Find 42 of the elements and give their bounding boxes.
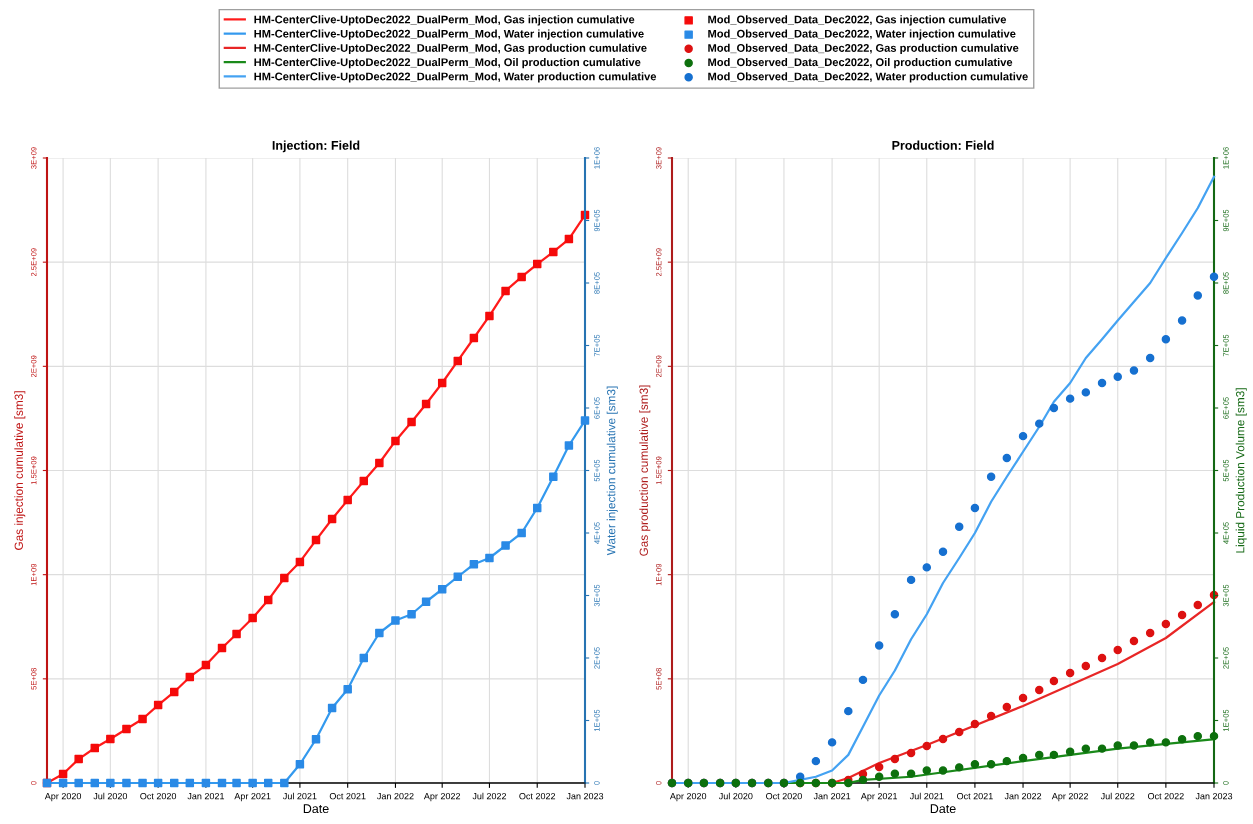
x-axis-title: Date	[303, 804, 329, 814]
x-tick-label: Oct 2021	[957, 792, 993, 800]
x-tick-label: Apr 2021	[860, 792, 898, 802]
legend-label: Mod_Observed_Data_Dec2022, Gas production cumulative	[708, 43, 1019, 55]
x-tick-label: Jul 2021	[282, 792, 317, 800]
x-tick-label: Jul 2022	[1100, 792, 1135, 800]
y-axis-title: Gas production cumulative [sm3]	[639, 385, 651, 556]
x-tick-label: Oct 2022	[519, 792, 556, 800]
legend-label: Mod_Observed_Data_Dec2022, Water injection cumulative	[708, 29, 1016, 40]
x-tick-label: Oct 2021	[329, 792, 366, 800]
x-tick-label: Jan 2022	[1004, 792, 1042, 800]
y-axis-title: Gas injection cumulative [sm3]	[14, 391, 26, 550]
x-axis-title: Date	[930, 804, 956, 814]
x-tick-label: Jan 2023	[1195, 792, 1233, 800]
x-tick-label: Jul 2020	[93, 792, 128, 800]
chart-title: Production: Field	[892, 140, 994, 150]
legend-label: Mod_Observed_Data_Dec2022, Oil production cumulative	[708, 57, 1013, 69]
x-tick-label: Jul 2022	[472, 792, 507, 800]
x-tick-label: Apr 2020	[669, 792, 707, 802]
x-tick-label: Jan 2021	[813, 792, 851, 800]
legend-label: HM-CenterClive-UptoDec2022_DualPerm_Mod, Oil production cumulative	[254, 57, 641, 69]
legend-label: Mod_Observed_Data_Dec2022, Gas injection cumulative	[708, 15, 1007, 26]
legend-label: HM-CenterClive-UptoDec2022_DualPerm_Mod, Water production cumulative	[254, 72, 657, 83]
x-tick-label: Jan 2023	[566, 792, 604, 800]
chart-title: Injection: Field	[272, 140, 360, 153]
legend-label: HM-CenterClive-UptoDec2022_DualPerm_Mod, Water injection cumulative	[254, 29, 644, 40]
x-tick-label: Jan 2022	[377, 792, 414, 800]
x-tick-label: Apr 2020	[44, 792, 82, 802]
x-tick-label: Jul 2020	[718, 792, 753, 800]
x-tick-label: Oct 2020	[766, 792, 802, 800]
legend-label: HM-CenterClive-UptoDec2022_DualPerm_Mod, Gas production cumulative	[254, 43, 647, 55]
x-tick-label: Jul 2021	[909, 792, 944, 800]
x-tick-label: Oct 2020	[140, 792, 177, 800]
y2-axis-title: Liquid Production Volume [sm3]	[1235, 388, 1247, 553]
x-tick-label: Apr 2021	[234, 792, 271, 802]
y2-axis-title: Water injection cumulative [sm3]	[606, 386, 618, 556]
legend-label: HM-CenterClive-UptoDec2022_DualPerm_Mod, Gas injection cumulative	[254, 15, 635, 26]
x-tick-label: Jan 2021	[187, 792, 225, 800]
x-tick-label: Oct 2022	[1147, 792, 1184, 800]
x-tick-label: Apr 2022	[1051, 792, 1088, 802]
legend-label: Mod_Observed_Data_Dec2022, Water production cumulative	[708, 72, 1028, 83]
x-tick-label: Apr 2022	[423, 792, 461, 802]
